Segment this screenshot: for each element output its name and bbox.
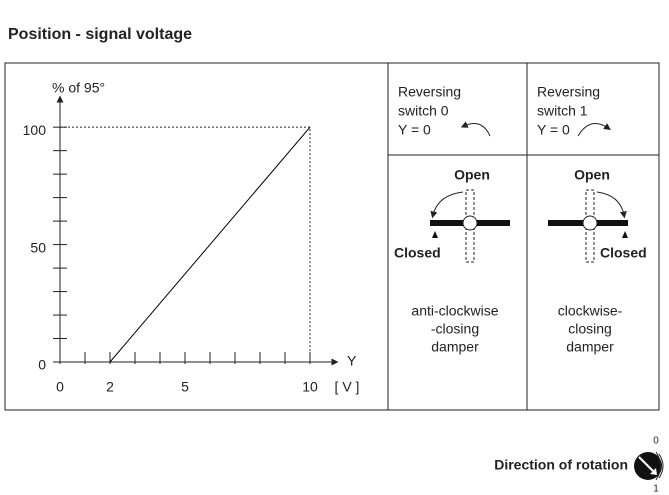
description: anti-clockwise	[411, 303, 498, 319]
switch-text: Reversing	[537, 84, 600, 100]
switch-text: Reversing	[398, 84, 461, 100]
y-tick-label: 0	[38, 357, 46, 373]
open-label: Open	[454, 167, 490, 183]
signal-line	[110, 127, 310, 362]
description: -closing	[431, 321, 479, 337]
reference-line	[60, 127, 310, 362]
switch-text: Y = 0	[537, 122, 570, 138]
y-axis-label: % of 95°	[52, 80, 105, 96]
description: clockwise-	[558, 303, 623, 319]
y-tick-label: 50	[30, 239, 46, 255]
rotation-arrow	[578, 124, 608, 137]
x-tick-label: 0	[56, 379, 64, 395]
stop-marker	[622, 231, 628, 238]
page-title: Position - signal voltage	[8, 26, 192, 43]
position-label: 1	[653, 484, 659, 495]
open-label: Open	[574, 167, 610, 183]
closed-label: Closed	[394, 245, 441, 261]
description: damper	[566, 339, 614, 355]
switch-text: Y = 0	[398, 122, 431, 138]
x-unit-label: [ V ]	[335, 379, 360, 395]
closed-label: Closed	[600, 245, 647, 261]
closing-arrow	[597, 192, 624, 215]
damper-axis	[583, 216, 597, 230]
x-tick-label: 2	[106, 379, 114, 395]
x-axis-label: Y	[347, 353, 357, 369]
rotation-arrow	[464, 124, 490, 136]
x-tick-label: 10	[302, 379, 318, 395]
switch-text: switch 0	[398, 103, 449, 119]
x-tick-label: 5	[181, 379, 189, 395]
position-label: 0	[653, 436, 659, 447]
y-tick-label: 100	[23, 122, 47, 138]
diagram: Position - signal voltage Reversing swit…	[0, 0, 669, 495]
description: closing	[568, 321, 612, 337]
description: damper	[431, 339, 479, 355]
damper-axis	[463, 216, 477, 230]
closing-arrow	[433, 192, 463, 215]
switch-text: switch 1	[537, 103, 588, 119]
page: Position - signal voltage Reversing swit…	[0, 0, 669, 495]
footer-label: Direction of rotation	[494, 457, 628, 473]
stop-marker	[432, 231, 438, 238]
